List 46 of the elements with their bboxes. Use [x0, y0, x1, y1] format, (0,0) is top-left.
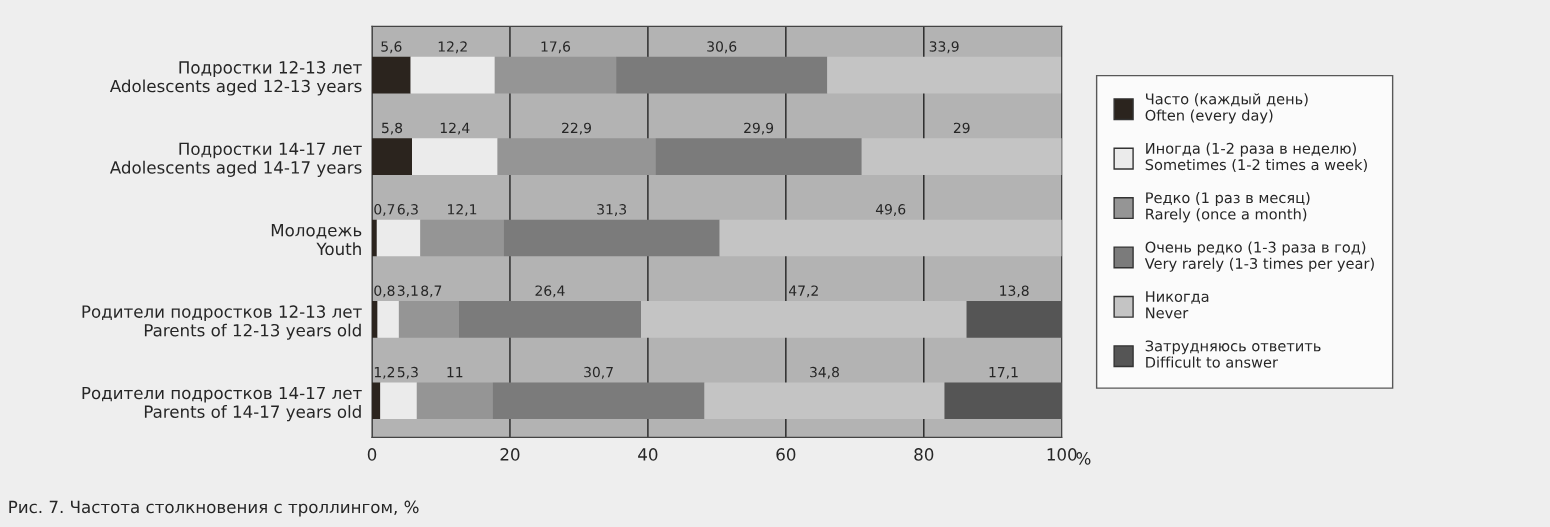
data-label: 29,9: [744, 122, 774, 135]
data-label: 13,8: [1000, 285, 1029, 298]
data-label: 33,9: [929, 41, 959, 54]
data-label: 30,7: [584, 366, 613, 379]
legend-label: Затрудняюсь ответить Difficult to answer: [1145, 340, 1321, 368]
x-tick-label: 60: [776, 448, 796, 461]
data-label: 5,6: [381, 41, 402, 54]
data-label: 49,6: [875, 204, 906, 216]
data-label: 34,8: [810, 366, 839, 379]
x-tick-label: 100: [1047, 448, 1077, 461]
y-tick-label: Молодежь Youth: [271, 224, 362, 256]
y-tick-label: Родители подростков 14-17 лет Parents of 14-17 years old: [82, 386, 362, 422]
y-tick-label: Подростки 12-13 лет Adolescents aged 12-13 years: [109, 61, 362, 96]
data-label: 12,2: [438, 41, 467, 54]
data-label: 26,4: [535, 285, 565, 298]
x-tick-label: 0: [367, 448, 377, 461]
data-label: 22,9: [562, 122, 591, 135]
data-label: 6,3: [397, 204, 418, 216]
legend-label: Иногда (1-2 раза в неделю) Sometimes (1-2 times a week): [1145, 142, 1367, 172]
legend-label: Часто (каждый день) Often (every day): [1145, 93, 1308, 124]
y-tick-label: Родители подростков 12-13 лет Parents of 12-13 years old: [82, 305, 362, 340]
data-label: 12,4: [440, 122, 470, 135]
data-label: 0,7: [374, 204, 395, 216]
data-label: 47,2: [789, 285, 818, 298]
x-tick-label: 80: [914, 448, 934, 461]
data-label: 3,1: [397, 285, 418, 298]
data-label: 12,1: [448, 204, 477, 216]
y-tick-label: Подростки 14-17 лет Adolescents aged 14-17 years: [109, 142, 362, 177]
data-label: 17,1: [989, 367, 1018, 379]
data-label: 30,6: [707, 41, 737, 54]
data-label: 5,8: [382, 122, 403, 135]
legend-label: Никогда Never: [1146, 291, 1209, 319]
data-label: 0,8: [374, 285, 395, 298]
data-label: 29: [953, 122, 970, 134]
x-tick-label: 20: [500, 448, 520, 461]
data-label: 17,6: [541, 41, 571, 54]
data-label: 31,3: [597, 204, 627, 216]
data-label: 8,7: [421, 285, 442, 298]
text: Рис. 7. Частота столкновения с троллингом, %: [9, 500, 419, 517]
x-tick-label: 40: [638, 448, 658, 461]
data-label: 11: [447, 367, 463, 378]
data-label: 1,2: [374, 366, 395, 379]
legend-label: Очень редко (1-3 раза в год) Very rarely (1-3 times per year): [1144, 241, 1374, 272]
data-label: 5,3: [397, 366, 418, 379]
legend-label: Редко (1 раз в месяц) Rarely (once a month): [1146, 191, 1310, 223]
x-axis-title: %: [1076, 452, 1091, 465]
